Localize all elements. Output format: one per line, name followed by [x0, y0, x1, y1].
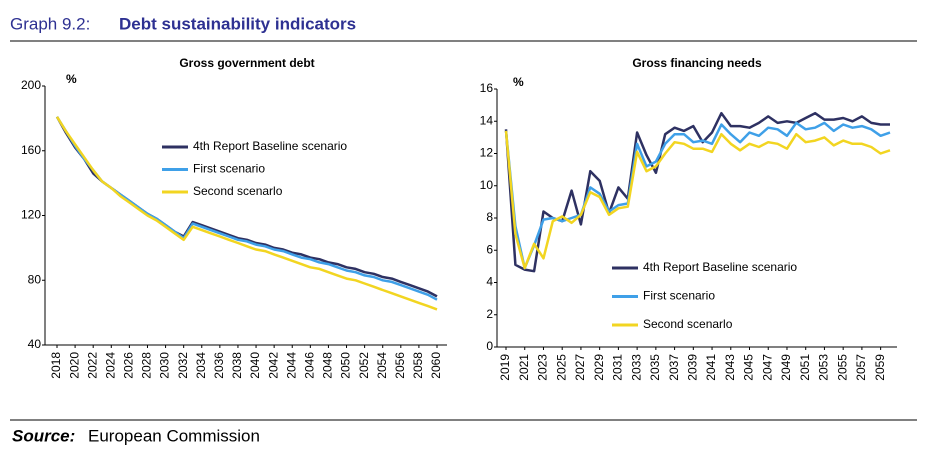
series-line — [55, 116, 438, 311]
legend-label: Second scenarlo — [643, 317, 733, 331]
y-unit: % — [513, 75, 524, 89]
chart-title: Gross financing needs — [632, 56, 762, 70]
graph-title: Debt sustainability indicators — [119, 14, 356, 33]
y-tick-label: 12 — [480, 146, 494, 160]
x-tick-label: 2034 — [194, 352, 208, 379]
x-tick-label: 2024 — [103, 352, 117, 379]
x-tick-label: 2057 — [854, 354, 868, 381]
x-tick-label: 2041 — [704, 354, 718, 381]
x-tick-label: 2021 — [517, 354, 531, 381]
x-tick-label: 2060 — [429, 352, 443, 379]
x-tick-label: 2031 — [611, 354, 625, 381]
y-tick-label: 10 — [480, 178, 494, 192]
y-tick-label: 0 — [486, 339, 493, 353]
x-tick-label: 2032 — [176, 352, 190, 379]
x-tick-label: 2029 — [592, 354, 606, 381]
x-tick-label: 2038 — [230, 352, 244, 379]
x-tick-label: 2028 — [140, 352, 154, 379]
y-tick-label: 40 — [28, 337, 42, 351]
graph-label: Graph 9.2: — [10, 14, 90, 33]
x-tick-label: 2058 — [411, 352, 425, 379]
y-unit: % — [66, 72, 77, 86]
x-tick-label: 2053 — [817, 354, 831, 381]
x-tick-label: 2039 — [685, 354, 699, 381]
x-tick-label: 2051 — [798, 354, 812, 381]
x-tick-label: 2020 — [67, 352, 81, 379]
x-tick-label: 2040 — [248, 352, 262, 379]
source-label: Source: — [12, 426, 75, 445]
x-tick-label: 2046 — [303, 352, 317, 379]
legend-label: First scenario — [193, 162, 265, 176]
x-tick-label: 2018 — [49, 352, 63, 379]
x-tick-label: 2022 — [85, 352, 99, 379]
x-tick-label: 2052 — [357, 352, 371, 379]
y-tick-label: 200 — [21, 78, 41, 92]
x-tick-label: 2048 — [321, 352, 335, 379]
x-tick-label: 2033 — [629, 354, 643, 381]
legend-label: First scenario — [643, 289, 715, 303]
x-tick-label: 2055 — [835, 354, 849, 381]
y-tick-label: 80 — [28, 272, 42, 286]
x-tick-label: 2019 — [498, 354, 512, 381]
x-tick-label: 2044 — [284, 352, 298, 379]
series-line — [504, 121, 891, 270]
legend-label: Second scenarlo — [193, 184, 283, 198]
y-tick-label: 6 — [486, 242, 493, 256]
x-tick-label: 2042 — [266, 352, 280, 379]
x-tick-label: 2043 — [723, 354, 737, 381]
x-tick-label: 2026 — [122, 352, 136, 379]
x-tick-label: 2023 — [536, 354, 550, 381]
x-tick-label: 2027 — [573, 354, 587, 381]
x-tick-label: 2036 — [212, 352, 226, 379]
x-tick-label: 2049 — [779, 354, 793, 381]
y-tick-label: 2 — [486, 307, 493, 321]
y-tick-label: 14 — [480, 113, 494, 127]
x-tick-label: 2037 — [667, 354, 681, 381]
y-tick-label: 8 — [486, 210, 493, 224]
y-tick-label: 16 — [480, 81, 494, 95]
chart-title: Gross government debt — [179, 56, 314, 70]
x-tick-label: 2047 — [760, 354, 774, 381]
series-line — [504, 111, 890, 273]
legend-label: 4th Report Baseline scenario — [643, 260, 797, 274]
x-tick-label: 2025 — [554, 354, 568, 381]
x-tick-label: 2056 — [393, 352, 407, 379]
x-tick-label: 2035 — [648, 354, 662, 381]
series-line — [504, 130, 891, 270]
source-text: European Commission — [88, 426, 260, 445]
x-tick-label: 2054 — [375, 352, 389, 379]
x-tick-label: 2050 — [339, 352, 353, 379]
y-tick-label: 4 — [486, 275, 493, 289]
x-tick-label: 2059 — [873, 354, 887, 381]
legend-label: 4th Report Baseline scenario — [193, 139, 347, 153]
y-tick-label: 120 — [21, 208, 41, 222]
x-tick-label: 2045 — [742, 354, 756, 381]
y-tick-label: 160 — [21, 143, 41, 157]
x-tick-label: 2030 — [158, 352, 172, 379]
